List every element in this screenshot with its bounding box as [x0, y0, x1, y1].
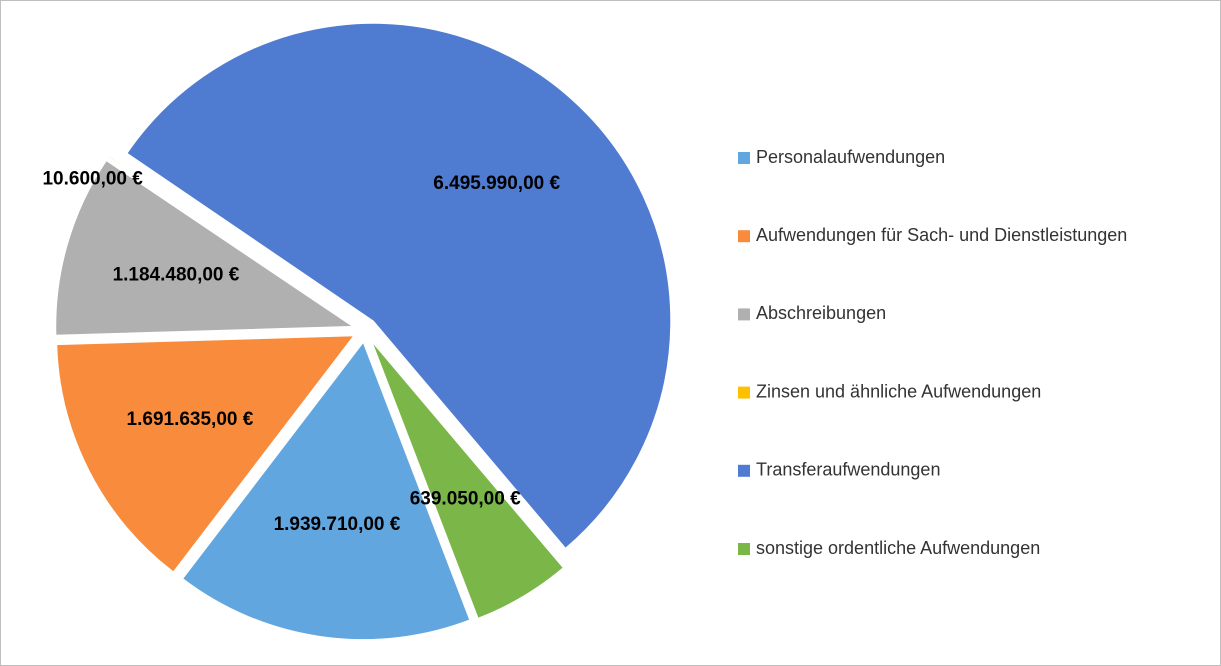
- legend-swatch: [738, 230, 750, 243]
- legend-label: sonstige ordentliche Aufwendungen: [756, 538, 1040, 558]
- data-label: 1.691.635,00 €: [127, 409, 254, 430]
- data-label: 639.050,00 €: [410, 488, 521, 509]
- pie-slice: [181, 340, 472, 641]
- legend-label: Transferaufwendungen: [756, 460, 940, 480]
- legend-swatch: [738, 152, 750, 164]
- legend-swatch: [738, 308, 750, 321]
- legend-swatch: [738, 386, 750, 399]
- legend-swatch: [738, 543, 750, 555]
- data-label: 6.495.990,00 €: [433, 173, 560, 194]
- legend-swatch: [738, 464, 750, 477]
- legend-label: Abschreibungen: [756, 303, 886, 323]
- pie-slice: [370, 339, 565, 620]
- legend-label: Zinsen und ähnliche Aufwendungen: [756, 381, 1041, 401]
- legend-label: Aufwendungen für Sach- und Dienstleistun…: [756, 225, 1127, 245]
- pie-slice: [55, 334, 356, 574]
- data-label: 1.184.480,00 €: [113, 264, 240, 285]
- legend-label: Personalaufwendungen: [756, 147, 945, 167]
- pie-slice: [106, 154, 356, 324]
- data-label: 1.939.710,00 €: [274, 514, 401, 535]
- data-label: 10.600,00 €: [42, 169, 143, 190]
- pie-slice: [125, 22, 672, 550]
- pie-slice: [54, 159, 356, 337]
